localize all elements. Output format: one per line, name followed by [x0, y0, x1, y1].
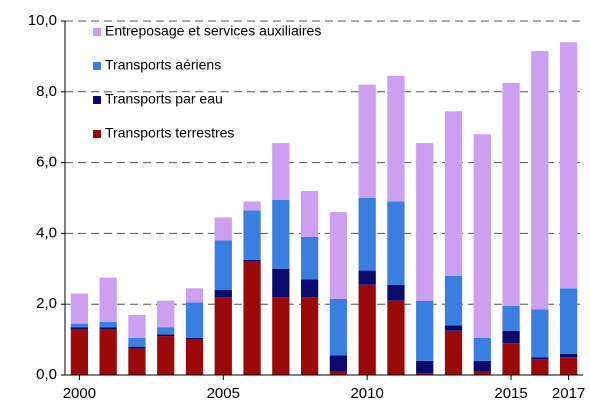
bar-segment: [444, 325, 463, 331]
bar-segment: [444, 275, 463, 326]
bar-segment: [387, 300, 405, 375]
y-tick-label: 4,0: [36, 224, 57, 241]
bar-segment: [300, 297, 319, 375]
x-tick-label: 2010: [350, 385, 383, 402]
legend-swatch: [93, 62, 101, 70]
bar-segment: [128, 346, 146, 349]
bar-segment: [99, 327, 117, 329]
bar-segment: [70, 323, 89, 328]
bar-segment: [272, 199, 290, 269]
legend-label: Transports terrestres: [105, 125, 234, 141]
bar-segment: [473, 134, 491, 338]
bar-segment: [502, 330, 520, 344]
bar-segment: [243, 259, 261, 262]
bar-segment: [473, 371, 491, 375]
bar-segment: [300, 190, 319, 237]
bar-segment: [444, 330, 463, 375]
bar-segment: [185, 337, 204, 340]
y-tick-label: 6,0: [36, 154, 57, 171]
y-tick-label: 0,0: [36, 366, 57, 383]
bar-segment: [387, 75, 405, 202]
x-tick-label: 2017: [552, 385, 585, 402]
bar-segment: [559, 357, 578, 375]
bar-segment: [185, 339, 204, 375]
bar-segment: [70, 293, 89, 324]
bar-segment: [416, 360, 434, 374]
bar-segment: [358, 198, 376, 271]
bar-segment: [559, 353, 578, 358]
bar-segment: [157, 327, 175, 335]
bar-segment: [157, 334, 175, 337]
bar-segment: [128, 314, 146, 338]
bar-segment: [300, 279, 319, 298]
bar-segment: [358, 270, 376, 285]
bar-segment: [157, 300, 175, 328]
legend-swatch: [93, 28, 101, 36]
bar-segment: [387, 284, 405, 301]
bar-segment: [502, 82, 520, 306]
bar-segment: [416, 373, 434, 375]
bar-segment: [358, 284, 376, 375]
bar-segment: [99, 328, 117, 375]
x-tick-label: 2000: [63, 385, 96, 402]
bar-segment: [272, 297, 290, 375]
bar-segment: [416, 143, 434, 301]
bar-segment: [473, 360, 491, 372]
bar-segment: [185, 302, 204, 338]
legend-swatch: [93, 130, 101, 138]
bar-segment: [416, 300, 434, 361]
y-tick-label: 8,0: [36, 83, 57, 100]
bar-segment: [358, 84, 376, 198]
bar-segment: [329, 355, 348, 372]
x-tick-label: 2015: [494, 385, 527, 402]
y-tick-label: 2,0: [36, 295, 57, 312]
bar-segment: [99, 277, 117, 322]
bar-segment: [70, 327, 89, 329]
legend-label: Transports aériens: [105, 57, 221, 73]
y-tick-label: 10,0: [28, 12, 57, 29]
bar-segment: [473, 337, 491, 361]
bar-segment: [444, 111, 463, 276]
bar-segment: [214, 297, 232, 375]
bar-segment: [128, 337, 146, 347]
bar-segment: [559, 42, 578, 289]
bar-segment: [531, 51, 549, 310]
bar-segment: [214, 290, 232, 298]
bar-segment: [329, 371, 348, 375]
bar-segment: [300, 236, 319, 280]
bar-segment: [128, 348, 146, 375]
bar-segment: [157, 336, 175, 375]
bar-segment: [531, 359, 549, 375]
bar-segment: [559, 288, 578, 354]
bar-segment: [272, 268, 290, 298]
bar-segment: [531, 309, 549, 358]
x-tick-label: 2005: [207, 385, 240, 402]
legend-swatch: [93, 96, 101, 104]
bar-segment: [99, 321, 117, 328]
bar-segment: [243, 261, 261, 375]
bar-segment: [214, 240, 232, 291]
bar-segment: [329, 212, 348, 299]
bar-segment: [70, 328, 89, 375]
bar-segment: [531, 357, 549, 360]
bar-segment: [502, 343, 520, 375]
bar-segment: [214, 217, 232, 241]
bar-segment: [185, 288, 204, 303]
bar-segment: [243, 201, 261, 211]
bar-segment: [502, 305, 520, 331]
bar-segment: [243, 210, 261, 260]
bar-segment: [329, 298, 348, 356]
legend-label: Transports par eau: [105, 91, 223, 107]
bar-segment: [272, 143, 290, 200]
legend-label: Entreposage et services auxiliaires: [105, 23, 321, 39]
bar-segment: [387, 201, 405, 285]
